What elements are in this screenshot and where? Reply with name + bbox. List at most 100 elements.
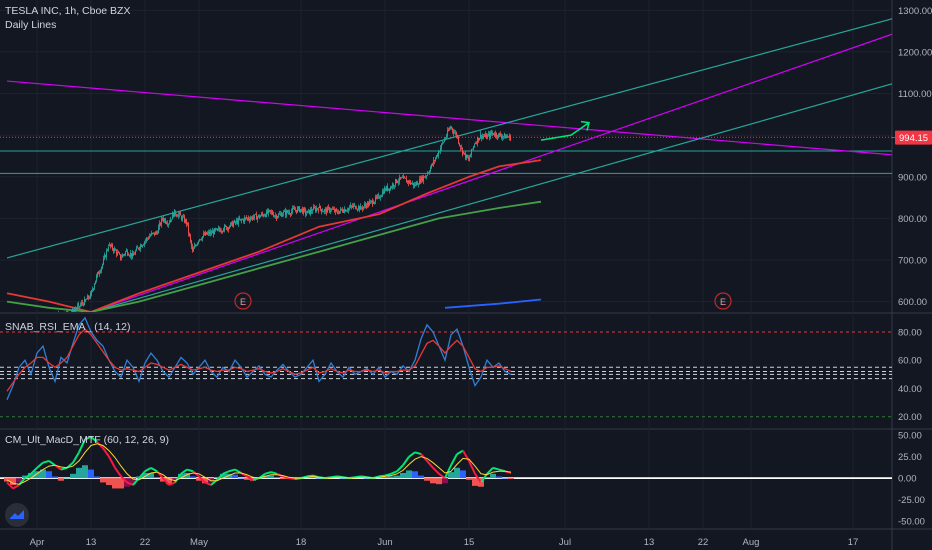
candle-body [450, 127, 451, 129]
candle-body [253, 217, 254, 219]
candle-body [241, 219, 242, 221]
candle-body [208, 231, 209, 234]
candle-body [107, 249, 108, 251]
candle-body [471, 148, 472, 155]
candle-body [222, 231, 223, 233]
candle-body [132, 252, 133, 257]
candle-body [86, 299, 87, 301]
candle-body [70, 313, 71, 315]
macd-line-segment [486, 467, 494, 475]
candle-body [334, 209, 335, 212]
time-axis[interactable]: Apr 13 22 May 18 Jun 15 Jul 13 22 Aug 17 [30, 537, 859, 548]
candle-body [178, 214, 179, 217]
candle-body [479, 137, 480, 141]
candle-body [233, 222, 234, 227]
candle-body [454, 132, 455, 134]
candle-body [393, 184, 394, 187]
candle-body [502, 136, 503, 138]
macd-tick-label: -50.00 [898, 517, 925, 528]
candle-body [440, 148, 441, 152]
earnings-marker-2[interactable]: E [714, 292, 732, 310]
candle-body [375, 196, 376, 202]
candle-body [195, 245, 196, 247]
candle-body [114, 248, 115, 252]
macd-line-segment [222, 470, 230, 475]
candle-body [337, 212, 338, 213]
macd-line-segment [66, 461, 74, 469]
candle-body [90, 292, 91, 298]
macd-histogram-bar [76, 467, 82, 479]
macd-line-segment [78, 439, 86, 453]
candle-body [166, 222, 167, 224]
candle-body [384, 187, 385, 194]
candle-body [104, 255, 105, 259]
candle-body [434, 160, 435, 162]
candle-body [261, 213, 262, 216]
candle-body [426, 176, 427, 177]
candle-body [373, 201, 374, 204]
macd-line-segment [48, 460, 56, 467]
candle-body [442, 142, 443, 144]
macd-histogram-bar [196, 478, 202, 481]
earnings-marker-1[interactable]: E [234, 292, 252, 310]
candle-body [108, 247, 109, 250]
candle-body [117, 252, 118, 255]
candle-body [226, 226, 227, 230]
candle-body [335, 209, 336, 212]
candle-body [205, 232, 206, 236]
candle-body [295, 210, 296, 211]
candle-body [122, 254, 123, 258]
candle-body [246, 217, 247, 219]
candle-body [303, 208, 304, 214]
candle-body [465, 152, 466, 159]
macd-histogram-bar [52, 476, 58, 479]
rsi-panel[interactable] [0, 316, 892, 418]
macd-histogram-bar [310, 477, 316, 479]
candle-body [500, 133, 501, 137]
candle-body [48, 317, 49, 320]
candle-body [324, 209, 325, 212]
candle-body [298, 206, 299, 209]
macd-signal-line [6, 443, 512, 485]
candle-body [110, 244, 111, 247]
candle-body [291, 211, 292, 215]
candle-body [76, 308, 77, 310]
macd-histogram-bar [178, 473, 184, 479]
macd-line-segment [354, 475, 362, 479]
candle-body [340, 208, 341, 212]
macd-panel[interactable] [0, 435, 892, 490]
price-panel[interactable] [0, 8, 931, 330]
price-tick-label: 700.00 [898, 255, 927, 266]
time-tick-label: 15 [464, 537, 475, 548]
candle-body [234, 220, 235, 223]
tradingview-logo[interactable] [5, 503, 29, 527]
candle-body [459, 143, 460, 146]
candle-body [196, 245, 197, 247]
rsi-tick-label: 60.00 [898, 356, 922, 367]
candle-body [148, 238, 149, 240]
candle-body [109, 244, 110, 246]
macd-line-segment [402, 456, 410, 466]
candle-body [170, 219, 171, 223]
candle-body [158, 226, 159, 234]
candle-body [200, 239, 201, 241]
candle-body [323, 211, 324, 213]
candle-body [213, 231, 214, 235]
candle-body [503, 135, 504, 137]
candle-body [243, 219, 244, 222]
candle-body [159, 222, 160, 227]
candle-body [486, 134, 487, 140]
price-axis[interactable]: 600.00700.00800.00900.001000.001100.0012… [892, 6, 932, 528]
candle-body [79, 306, 80, 307]
macd-histogram-bar [442, 478, 448, 484]
candle-body [339, 211, 340, 214]
macd-line-segment [12, 484, 20, 490]
macd-histogram-bar [238, 478, 244, 479]
candle-body [172, 213, 173, 220]
candle-body [232, 221, 233, 227]
candle-body [235, 222, 236, 223]
candle-body [220, 229, 221, 232]
macd-line-segment [90, 436, 98, 443]
candle-body [380, 197, 381, 198]
